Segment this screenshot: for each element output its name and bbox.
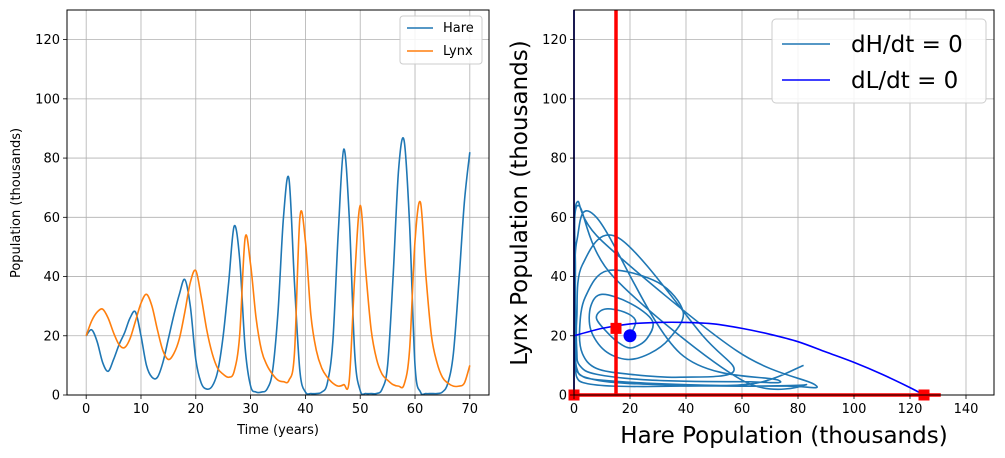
y-tick-label: 80 <box>43 152 60 167</box>
y-tick-label: 0 <box>559 389 567 404</box>
right-legend: dH/dt = 0 dL/dt = 0 <box>771 18 987 104</box>
right-y-ticks: 0 20 40 60 80 100 120 <box>542 33 574 404</box>
y-tick-label: 60 <box>43 211 60 226</box>
right-y-axis-label: Lynx Population (thousands) <box>507 40 533 365</box>
x-tick-label: 0 <box>82 402 90 417</box>
time-series-chart: 0 10 20 30 40 50 60 70 0 20 40 60 80 100 120 Time (ye… <box>9 9 490 438</box>
equilibrium-marker-1 <box>610 322 622 334</box>
legend-label-hare: Hare <box>443 21 474 36</box>
phase-trajectory <box>573 200 818 390</box>
right-x-axis-label: Hare Population (thousands) <box>620 423 947 449</box>
y-tick-label: 40 <box>550 270 567 285</box>
right-x-ticks: 0 20 40 60 80 100 120 140 <box>570 395 979 417</box>
series-line-lynx <box>85 200 471 391</box>
x-tick-label: 80 <box>790 402 807 417</box>
legend-label-lynx: Lynx <box>443 44 473 59</box>
y-tick-label: 120 <box>35 33 60 48</box>
initial-point-marker <box>623 329 637 343</box>
x-tick-label: 120 <box>898 402 923 417</box>
y-tick-label: 100 <box>35 92 60 107</box>
left-grid <box>67 10 489 396</box>
y-tick-label: 0 <box>52 389 60 404</box>
x-tick-label: 140 <box>954 402 979 417</box>
right-plot-frame <box>573 9 995 396</box>
x-tick-label: 40 <box>678 402 695 417</box>
y-tick-label: 20 <box>550 329 567 344</box>
x-tick-label: 50 <box>352 402 369 417</box>
left-y-ticks: 0 20 40 60 80 100 120 <box>35 33 67 404</box>
dl-dt-curve <box>573 321 925 396</box>
y-tick-label: 80 <box>550 152 567 167</box>
x-tick-label: 70 <box>462 402 479 417</box>
series-line-hare <box>85 137 471 396</box>
x-tick-label: 0 <box>570 402 578 417</box>
x-tick-label: 60 <box>734 402 751 417</box>
y-tick-label: 120 <box>542 33 567 48</box>
x-tick-label: 100 <box>842 402 867 417</box>
x-tick-label: 30 <box>242 402 259 417</box>
x-tick-label: 20 <box>188 402 205 417</box>
y-tick-label: 100 <box>542 92 567 107</box>
y-tick-label: 60 <box>550 211 567 226</box>
left-plot-frame <box>66 9 490 396</box>
x-tick-label: 60 <box>407 402 424 417</box>
left-x-axis-label: Time (years) <box>236 423 319 438</box>
left-series <box>85 137 471 396</box>
phase-plane-chart: 0 20 40 60 80 100 120 140 0 20 40 60 80 100 120 Hare … <box>507 9 995 449</box>
left-legend: Hare Lynx <box>399 15 483 65</box>
x-tick-label: 10 <box>133 402 150 417</box>
x-tick-label: 20 <box>622 402 639 417</box>
y-tick-label: 40 <box>43 270 60 285</box>
y-tick-label: 20 <box>43 329 60 344</box>
left-y-axis-label: Population (thousands) <box>9 128 24 278</box>
x-tick-label: 40 <box>297 402 314 417</box>
legend-label-dhdt: dH/dt = 0 <box>851 32 963 58</box>
left-x-ticks: 0 10 20 30 40 50 60 70 <box>82 395 478 417</box>
legend-label-dldt: dL/dt = 0 <box>851 68 958 94</box>
right-legend-box <box>771 18 987 104</box>
